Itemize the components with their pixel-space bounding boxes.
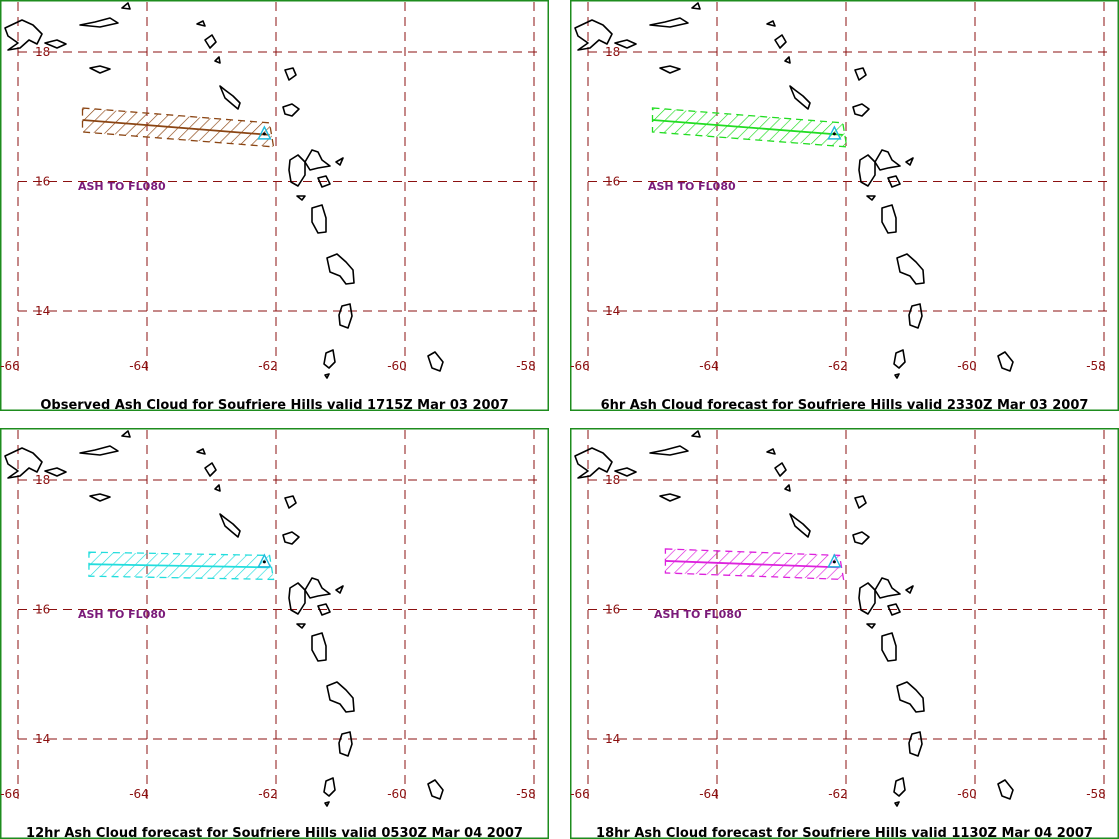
lat-tick-label: 14 (605, 304, 620, 318)
map-panel-4: -66 -64 -62 -60 -58 14 16 18 ASH TO FL080 18hr As… (570, 428, 1119, 839)
lat-tick-label: 18 (605, 45, 620, 59)
lat-tick-label: 14 (605, 732, 620, 746)
lat-tick-label: 18 (605, 473, 620, 487)
lon-tick-label: -60 (387, 359, 407, 373)
volcano-triangle-icon (827, 553, 842, 568)
ash-label: ASH TO FL080 (654, 608, 742, 621)
lat-tick-label: 16 (35, 603, 50, 617)
lat-tick-label: 18 (35, 45, 50, 59)
lon-tick-label: -64 (699, 787, 719, 801)
ash-cloud-axis (665, 560, 840, 569)
map-panel-3: -66 -64 -62 -60 -58 14 16 18 ASH TO FL080 12hr As… (0, 428, 549, 839)
panel-frame (0, 0, 549, 411)
lon-tick-label: -62 (258, 359, 278, 373)
lat-tick-label: 16 (605, 175, 620, 189)
panel-caption: Observed Ash Cloud for Soufriere Hills v… (40, 398, 508, 413)
lon-tick-label: -62 (258, 787, 278, 801)
volcano-point (262, 132, 266, 136)
panel-frame (0, 428, 549, 839)
volcano-point (832, 560, 836, 564)
lon-tick-label: -66 (0, 787, 20, 801)
panel-caption: 18hr Ash Cloud forecast for Soufriere Hi… (596, 826, 1093, 839)
volcano-point (832, 132, 836, 136)
lon-tick-label: -58 (516, 359, 536, 373)
lon-tick-label: -62 (828, 359, 848, 373)
map-panel-1: -66 -64 -62 -60 -58 14 16 18 ASH TO FL080 Observe… (0, 0, 549, 413)
panel-frame (570, 0, 1119, 411)
volcano-triangle-icon (257, 125, 272, 140)
lon-tick-label: -58 (1086, 787, 1106, 801)
ash-cloud-axis (652, 119, 843, 136)
lat-tick-label: 16 (605, 603, 620, 617)
lon-tick-label: -64 (699, 359, 719, 373)
lon-tick-label: -60 (957, 787, 977, 801)
lon-tick-label: -64 (129, 787, 149, 801)
panel-caption: 6hr Ash Cloud forecast for Soufriere Hil… (601, 398, 1089, 413)
lon-tick-label: -62 (828, 787, 848, 801)
lon-tick-label: -60 (957, 359, 977, 373)
lat-tick-label: 14 (35, 304, 50, 318)
lon-tick-label: -60 (387, 787, 407, 801)
lat-tick-label: 18 (35, 473, 50, 487)
ash-label: ASH TO FL080 (648, 180, 736, 193)
panel-caption: 12hr Ash Cloud forecast for Soufriere Hi… (26, 826, 523, 839)
lon-tick-label: -66 (0, 359, 20, 373)
lat-tick-label: 16 (35, 175, 50, 189)
map-panel-2: -66 -64 -62 -60 -58 14 16 18 ASH TO FL080 6hr Ash… (570, 0, 1119, 413)
volcano-triangle-icon (257, 553, 272, 568)
lat-tick-label: 14 (35, 732, 50, 746)
volcano-point (262, 560, 266, 564)
ash-label: ASH TO FL080 (78, 608, 166, 621)
lon-tick-label: -58 (1086, 359, 1106, 373)
lon-tick-label: -66 (570, 787, 590, 801)
panel-frame (570, 428, 1119, 839)
lon-tick-label: -66 (570, 359, 590, 373)
ash-cloud-axis (82, 119, 270, 136)
volcano-triangle-icon (827, 125, 842, 140)
ash-label: ASH TO FL080 (78, 180, 166, 193)
lon-tick-label: -64 (129, 359, 149, 373)
ash-cloud-axis (88, 563, 270, 569)
lon-tick-label: -58 (516, 787, 536, 801)
